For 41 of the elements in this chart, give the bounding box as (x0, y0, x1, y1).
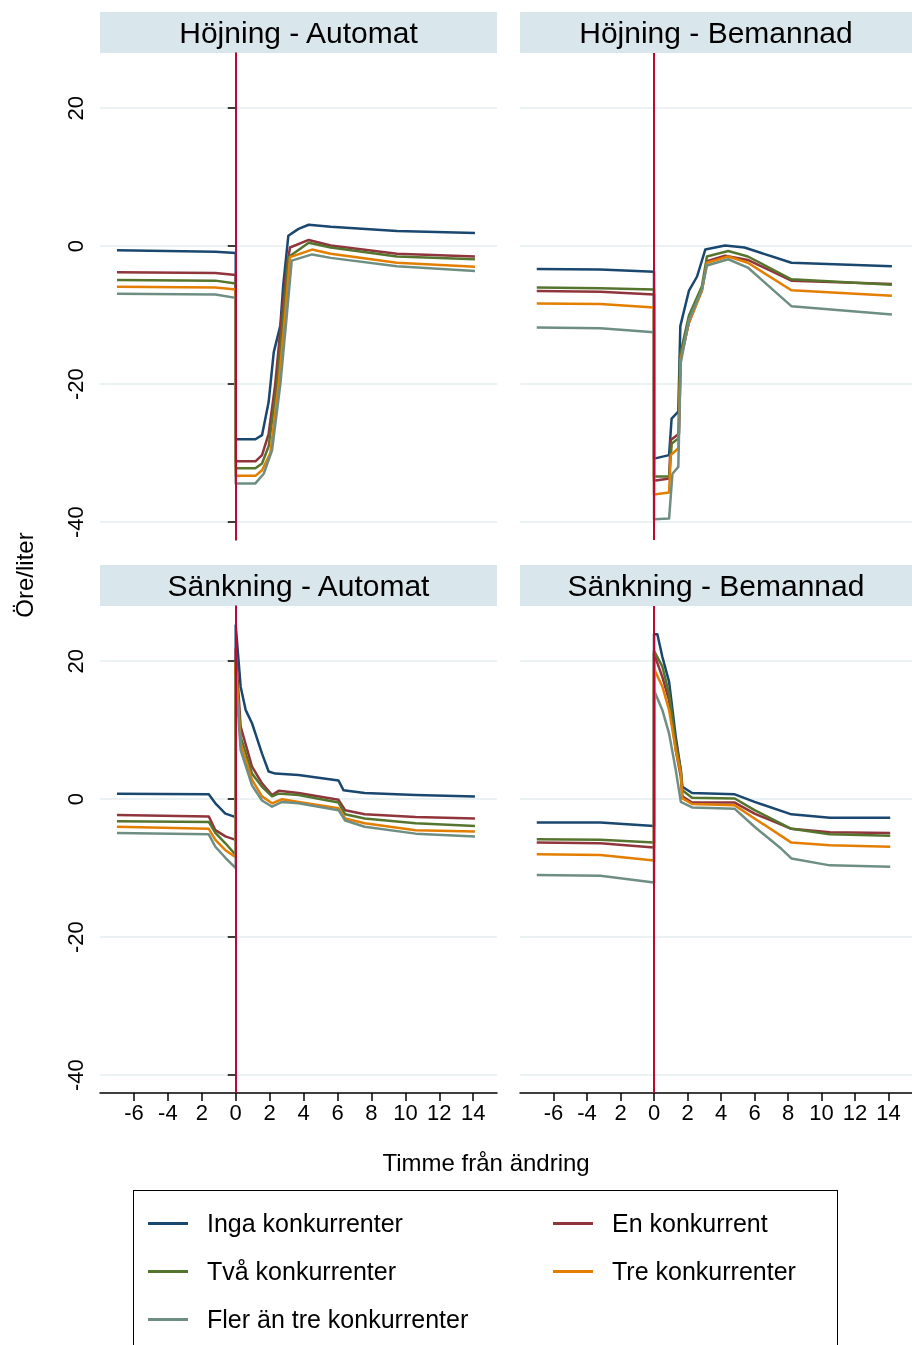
legend-label: Tre konkurrenter (612, 1257, 796, 1286)
x-tick-label: 14 (461, 1099, 486, 1125)
x-tick-label: 12 (842, 1099, 868, 1125)
x-tick-label: 6 (748, 1099, 761, 1125)
chart-title: Höjning - Automat (100, 12, 497, 53)
legend-label: Inga konkurrenter (207, 1209, 403, 1238)
x-tick-label: 10 (393, 1099, 418, 1125)
x-tick-label: -4 (158, 1099, 178, 1125)
chart-title: Sänkning - Automat (100, 565, 497, 606)
x-axis-title: Timme från ändring (382, 1149, 590, 1177)
x-tick-label: 2 (614, 1099, 627, 1125)
x-tick-label: 12 (427, 1099, 452, 1125)
legend-label: En konkurrent (612, 1209, 768, 1238)
y-tick-label: -40 (62, 1059, 88, 1091)
x-tick-label: -4 (577, 1099, 597, 1125)
x-tick-label: 0 (647, 1099, 661, 1125)
x-tick-label: 0 (229, 1099, 242, 1125)
x-tick-label: 2 (195, 1099, 208, 1125)
y-tick-label: -20 (62, 921, 88, 953)
y-tick-label: 0 (62, 240, 88, 253)
x-tick-label: 8 (365, 1099, 378, 1125)
y-tick-label: 0 (62, 793, 88, 806)
legend-label: Fler än tre konkurrenter (207, 1305, 469, 1334)
x-tick-label: 14 (876, 1099, 901, 1125)
x-tick-label: -6 (124, 1099, 144, 1125)
chart-title: Höjning - Bemannad (520, 12, 912, 53)
x-tick-label: 10 (809, 1099, 834, 1125)
x-tick-label: 4 (297, 1099, 310, 1125)
x-tick-label: 8 (781, 1099, 795, 1125)
x-tick-label: 6 (331, 1099, 344, 1125)
y-axis-title: Öre/liter (10, 532, 39, 618)
y-tick-label: -20 (62, 368, 88, 400)
y-tick-label: 20 (62, 648, 88, 674)
x-tick-label: 2 (681, 1099, 694, 1125)
x-tick-label: -6 (543, 1099, 564, 1125)
x-tick-label: 2 (263, 1099, 276, 1125)
legend-label: Två konkurrenter (207, 1257, 396, 1286)
y-tick-label: 20 (62, 95, 88, 121)
y-tick-label: -40 (62, 506, 88, 538)
chart-title: Sänkning - Bemannad (520, 565, 912, 606)
x-tick-label: 4 (714, 1099, 728, 1125)
